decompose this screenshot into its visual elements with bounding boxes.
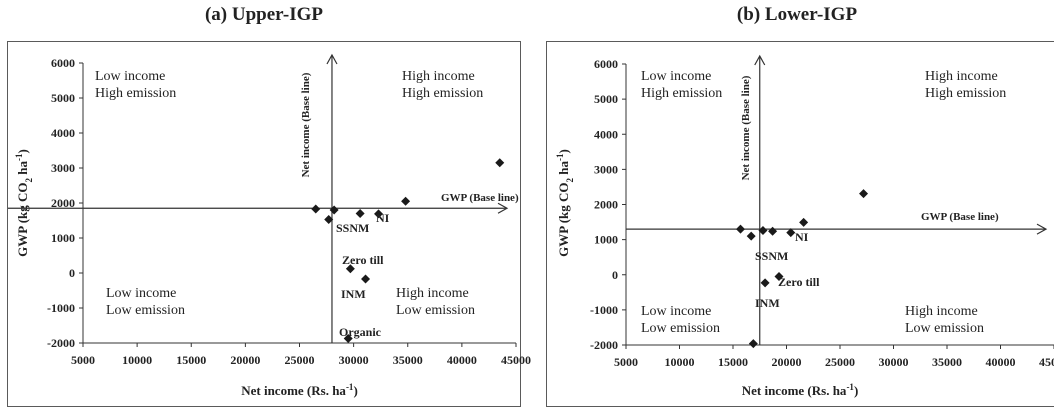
x-tick-label: 10000 — [665, 355, 695, 369]
data-point — [355, 209, 365, 218]
quadrant-label-line1: High income — [925, 69, 998, 84]
x-tick-label: 40000 — [447, 353, 477, 367]
panel-b-title: (b) Lower-IGP — [736, 4, 858, 25]
quadrant-label-line2: Low emission — [106, 303, 185, 318]
data-point — [361, 274, 371, 284]
data-point — [746, 231, 756, 241]
baseline-vertical-arrow — [754, 54, 766, 66]
x-tick-label: 5000 — [71, 353, 95, 367]
x-tick-label: 35000 — [393, 353, 423, 367]
point-annotation: NI — [795, 230, 809, 244]
baseline-horizontal-arrow — [1036, 223, 1048, 235]
x-tick-label: 15000 — [176, 353, 206, 367]
y-tick-label: 4000 — [51, 126, 75, 140]
point-annotation: SSNM — [755, 249, 788, 263]
y-tick-label: 4000 — [594, 127, 618, 141]
quadrant-label-line1: Low income — [95, 69, 165, 84]
quadrant-label-line2: Low emission — [641, 321, 720, 336]
data-point — [859, 189, 869, 199]
quadrant-label-line2: High emission — [95, 86, 176, 101]
point-annotation: Zero till — [342, 253, 384, 267]
data-point — [774, 272, 784, 282]
baseline-vertical-arrow — [326, 53, 338, 65]
data-point — [324, 214, 334, 224]
data-point — [760, 278, 770, 288]
y-tick-label: 6000 — [51, 56, 75, 70]
baseline-y-label: GWP (Base line) — [441, 192, 519, 204]
data-point — [495, 158, 505, 168]
data-point — [329, 205, 339, 215]
x-tick-label: 20000 — [230, 353, 260, 367]
data-point — [768, 226, 778, 236]
y-tick-label: 2000 — [594, 198, 618, 212]
y-tick-label: 3000 — [51, 161, 75, 175]
y-tick-label: -1000 — [590, 303, 618, 317]
point-annotation: Organic — [339, 325, 382, 339]
data-point — [311, 204, 321, 214]
x-tick-label: 30000 — [339, 353, 369, 367]
x-tick-label: 40000 — [986, 355, 1016, 369]
data-point — [374, 209, 384, 219]
data-point — [758, 225, 768, 235]
baseline-horizontal-arrow — [497, 202, 509, 214]
point-annotation: INM — [755, 296, 780, 310]
data-point — [735, 224, 745, 234]
point-annotation: SSNM — [336, 221, 369, 235]
x-tick-label: 10000 — [122, 353, 152, 367]
quadrant-label-line1: High income — [396, 286, 469, 301]
x-tick-label: 15000 — [718, 355, 748, 369]
baseline-y-label: GWP (Base line) — [921, 211, 999, 223]
x-tick-label: 25000 — [825, 355, 855, 369]
y-tick-label: -2000 — [590, 338, 618, 352]
data-point — [401, 196, 411, 206]
y-tick-label: 1000 — [51, 231, 75, 245]
panel-a-title: (a) Upper-IGP — [204, 4, 324, 25]
baseline-x-label: Net income (Base line) — [740, 75, 752, 180]
quadrant-label-line1: Low income — [641, 69, 711, 84]
x-tick-label: 30000 — [879, 355, 909, 369]
point-annotation: INM — [341, 287, 366, 301]
y-axis-label: GWP (kg CO2 ha-1) — [555, 149, 575, 257]
x-tick-label: 5000 — [614, 355, 638, 369]
y-tick-label: 5000 — [594, 92, 618, 106]
quadrant-label-line1: High income — [905, 304, 978, 319]
y-tick-label: 3000 — [594, 162, 618, 176]
point-annotation: Zero till — [778, 275, 820, 289]
y-tick-label: 2000 — [51, 196, 75, 210]
y-tick-label: 6000 — [594, 57, 618, 71]
data-point — [343, 333, 353, 343]
x-tick-label: 45000 — [501, 353, 531, 367]
x-tick-label: 35000 — [932, 355, 962, 369]
quadrant-label-line1: Low income — [106, 286, 176, 301]
quadrant-label-line1: High income — [402, 69, 475, 84]
data-point — [748, 339, 758, 349]
x-axis-label: Net income (Rs. ha-1) — [241, 382, 358, 398]
y-axis-label: GWP (kg CO2 ha-1) — [14, 149, 34, 257]
y-tick-label: 0 — [69, 266, 75, 280]
x-axis-label: Net income (Rs. ha-1) — [742, 382, 859, 398]
quadrant-label-line2: Low emission — [396, 303, 475, 318]
y-tick-label: 1000 — [594, 233, 618, 247]
y-tick-label: -1000 — [47, 301, 75, 315]
baseline-x-label: Net income (Base line) — [300, 72, 312, 177]
quadrant-label-line2: High emission — [641, 86, 722, 101]
y-tick-label: -2000 — [47, 336, 75, 350]
data-point — [799, 217, 809, 227]
data-point — [345, 264, 355, 274]
point-annotation: NI — [376, 211, 390, 225]
x-tick-label: 25000 — [285, 353, 315, 367]
x-tick-label: 20000 — [772, 355, 802, 369]
x-tick-label: 45000 — [1039, 355, 1054, 369]
data-point — [786, 228, 796, 238]
quadrant-label-line2: Low emission — [905, 321, 984, 336]
y-tick-label: 5000 — [51, 91, 75, 105]
quadrant-label-line2: High emission — [925, 86, 1006, 101]
quadrant-label-line2: High emission — [402, 86, 483, 101]
quadrant-label-line1: Low income — [641, 304, 711, 319]
y-tick-label: 0 — [612, 268, 618, 282]
